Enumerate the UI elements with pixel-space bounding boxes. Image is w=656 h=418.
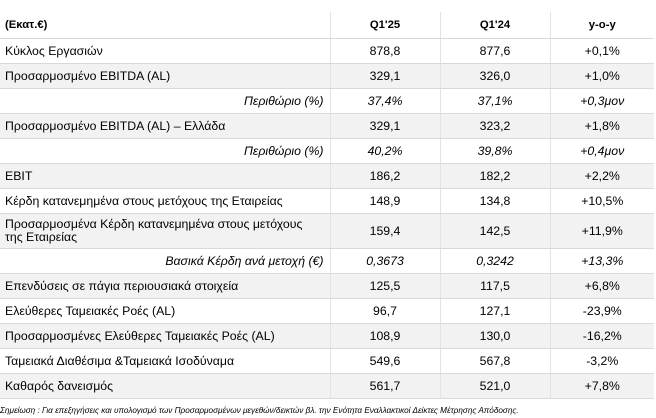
row-value-q1-24: 134,8 [440,188,551,214]
table-row: Προσαρμοσμένα Κέρδη κατανεμημένα στους μ… [0,213,654,249]
row-value-q1-24: 323,2 [440,113,551,139]
row-value-yoy: +2,2% [550,163,654,189]
row-value-q1-25: 549,6 [330,348,441,374]
row-value-yoy: +13,3% [550,248,654,274]
row-value-q1-25: 329,1 [330,63,441,89]
row-value-q1-24: 142,5 [440,213,551,249]
row-label: Προσαρμοσμένο EBITDA (AL) – Ελλάδα [0,113,331,139]
table-row: EBIT 186,2 182,2 +2,2% [0,163,654,189]
row-value-q1-24: 877,6 [440,38,551,64]
financial-table: (Εκατ.€) Q1'25 Q1'24 y-o-y Κύκλος Εργασι… [0,12,654,399]
row-label: Ελεύθερες Ταμειακές Ροές (AL) [0,298,331,324]
header-yoy: y-o-y [550,12,654,39]
row-label: Ταμειακά Διαθέσιμα &Ταμειακά Ισοδύναμα [0,348,331,374]
row-value-q1-25: 159,4 [330,213,441,249]
header-q1-25: Q1'25 [330,12,441,39]
row-value-q1-24: 567,8 [440,348,551,374]
row-label: EBIT [0,163,331,189]
row-value-q1-24: 182,2 [440,163,551,189]
row-value-q1-25: 561,7 [330,373,441,399]
row-value-q1-24: 117,5 [440,273,551,299]
table-row: Επενδύσεις σε πάγια περιουσιακά στοιχεία… [0,273,654,299]
row-label: Κύκλος Εργασιών [0,38,331,64]
row-value-q1-24: 130,0 [440,323,551,349]
header-unit: (Εκατ.€) [0,12,331,39]
row-label: Προσαρμοσμένες Ελεύθερες Ταμειακές Ροές … [0,323,331,349]
row-value-q1-24: 521,0 [440,373,551,399]
row-value-q1-25: 329,1 [330,113,441,139]
table-row: Βασικά Κέρδη ανά μετοχή (€) 0,3673 0,324… [0,248,654,274]
row-value-yoy: +0,3μον [550,88,654,114]
table-row: Κέρδη κατανεμημένα στους μετόχους της Ετ… [0,188,654,214]
row-value-yoy: +1,8% [550,113,654,139]
row-value-yoy: +7,8% [550,373,654,399]
table-row: Καθαρός δανεισμός 561,7 521,0 +7,8% [0,373,654,399]
row-label: Προσαρμοσμένα Κέρδη κατανεμημένα στους μ… [0,213,331,249]
row-value-q1-25: 37,4% [330,88,441,114]
row-value-q1-24: 127,1 [440,298,551,324]
table-row: Ελεύθερες Ταμειακές Ροές (AL) 96,7 127,1… [0,298,654,324]
row-value-q1-24: 0,3242 [440,248,551,274]
row-value-yoy: +6,8% [550,273,654,299]
row-value-q1-25: 96,7 [330,298,441,324]
row-value-q1-25: 878,8 [330,38,441,64]
table-row: Προσαρμοσμένο EBITDA (AL) 329,1 326,0 +1… [0,63,654,89]
row-label: Καθαρός δανεισμός [0,373,331,399]
footnote: Σημείωση : Για επεξηγήσεις και υπολογισμ… [0,406,519,415]
row-label: Επενδύσεις σε πάγια περιουσιακά στοιχεία [0,273,331,299]
row-value-q1-24: 37,1% [440,88,551,114]
row-label: Κέρδη κατανεμημένα στους μετόχους της Ετ… [0,188,331,214]
table-row: Ταμειακά Διαθέσιμα &Ταμειακά Ισοδύναμα 5… [0,348,654,374]
row-value-q1-25: 186,2 [330,163,441,189]
table-row: Προσαρμοσμένες Ελεύθερες Ταμειακές Ροές … [0,323,654,349]
row-value-yoy: -16,2% [550,323,654,349]
row-label: Προσαρμοσμένο EBITDA (AL) [0,63,331,89]
row-value-q1-25: 40,2% [330,138,441,164]
row-value-yoy: +10,5% [550,188,654,214]
row-value-yoy: +11,9% [550,213,654,249]
table-row: Περιθώριο (%) 40,2% 39,8% +0,4μον [0,138,654,164]
row-value-yoy: +1,0% [550,63,654,89]
header-q1-24: Q1'24 [440,12,551,39]
row-value-yoy: +0,4μον [550,138,654,164]
row-value-yoy: +0,1% [550,38,654,64]
row-value-q1-25: 0,3673 [330,248,441,274]
table-row: Προσαρμοσμένο EBITDA (AL) – Ελλάδα 329,1… [0,113,654,139]
row-value-q1-25: 125,5 [330,273,441,299]
table-header-row: (Εκατ.€) Q1'25 Q1'24 y-o-y [0,12,654,39]
row-value-q1-25: 148,9 [330,188,441,214]
table-row: Περιθώριο (%) 37,4% 37,1% +0,3μον [0,88,654,114]
row-value-yoy: -3,2% [550,348,654,374]
row-label: Περιθώριο (%) [0,138,331,164]
row-label: Περιθώριο (%) [0,88,331,114]
row-value-q1-24: 326,0 [440,63,551,89]
table-row: Κύκλος Εργασιών 878,8 877,6 +0,1% [0,38,654,64]
row-value-q1-25: 108,9 [330,323,441,349]
row-value-q1-24: 39,8% [440,138,551,164]
row-value-yoy: -23,9% [550,298,654,324]
row-label: Βασικά Κέρδη ανά μετοχή (€) [0,248,331,274]
